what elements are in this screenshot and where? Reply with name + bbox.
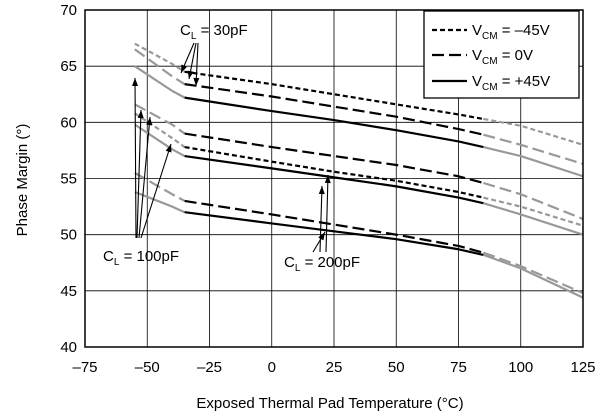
y-tick-label: 65 — [60, 58, 77, 75]
series-line-200pF-dashed-low — [134, 171, 186, 202]
series-line-30pF-solid-mid — [184, 96, 484, 149]
x-tick-label: –25 — [197, 359, 222, 376]
annotation-arrow — [136, 109, 142, 239]
annotation-arrow — [138, 116, 151, 239]
series-line-30pF-dotted-high — [483, 117, 584, 146]
annotation-arrows — [132, 42, 331, 253]
x-tick-label: –75 — [72, 359, 97, 376]
y-tick-label: 40 — [60, 339, 77, 356]
x-tick-label: –50 — [135, 359, 160, 376]
x-tick-label: 50 — [388, 359, 405, 376]
x-tick-label: 100 — [508, 359, 533, 376]
x-tick-labels: –75 –50 –25 0 25 50 75 100 125 — [72, 359, 595, 376]
series-lines — [134, 42, 584, 299]
legend-entry-vcm-plus45: VCM = +45V — [472, 73, 550, 93]
series-line-30pF-solid-low — [134, 65, 186, 99]
series-line-100pF-dashed-high — [483, 181, 584, 220]
x-tick-label: 0 — [268, 359, 276, 376]
y-tick-label: 60 — [60, 114, 77, 131]
series-line-30pF-dashed-high — [483, 133, 584, 165]
series-line-200pF-solid-mid — [184, 211, 484, 256]
series-line-30pF-dotted-mid — [184, 70, 484, 121]
annotation-arrowhead — [165, 144, 172, 153]
series-line-200pF-dashed-mid — [184, 199, 484, 254]
y-tick-labels: 40 45 50 55 60 65 70 — [60, 2, 77, 356]
annotation-arrowhead — [318, 232, 325, 241]
x-axis-title: Exposed Thermal Pad Temperature (°C) — [196, 395, 463, 412]
legend-entry-vcm-0: VCM = 0V — [472, 47, 533, 67]
series-line-30pF-dashed-mid — [184, 83, 484, 136]
series-line-100pF-solid-high — [483, 202, 584, 236]
x-tick-label: 75 — [450, 359, 467, 376]
annotation-cl-200pf: CL = 200pF — [284, 254, 360, 274]
annotation-arrow — [319, 185, 323, 253]
annotation-arrowhead — [146, 117, 153, 126]
y-tick-label: 55 — [60, 171, 77, 188]
series-line-100pF-dotted-mid — [184, 145, 484, 199]
series-line-100pF-solid-mid — [184, 154, 484, 205]
series-line-100pF-dashed-low — [134, 103, 186, 135]
y-tick-label: 70 — [60, 2, 77, 19]
series-line-200pF-solid-high — [483, 253, 584, 299]
annotation-arrow — [134, 77, 137, 239]
series-line-100pF-dotted-high — [483, 196, 584, 227]
plot-frame — [84, 9, 584, 348]
series-line-100pF-dashed-mid — [184, 132, 484, 185]
annotation-arrowhead — [324, 175, 331, 184]
annotation-arrowhead — [318, 186, 325, 195]
y-tick-label: 45 — [60, 283, 77, 300]
annotation-arrowhead — [193, 77, 200, 86]
annotation-arrowhead — [132, 78, 139, 87]
annotation-arrow — [325, 174, 329, 253]
annotation-arrowhead — [187, 70, 194, 79]
y-axis-title: Phase Margin (°) — [14, 124, 31, 237]
series-line-30pF-dotted-low — [134, 42, 186, 73]
annotation-arrowhead — [181, 64, 187, 73]
series-line-100pF-solid-low — [134, 123, 186, 158]
annotation-arrowhead — [137, 110, 144, 119]
x-tick-label: 125 — [570, 359, 595, 376]
series-line-30pF-dashed-low — [134, 48, 186, 86]
series-line-30pF-solid-high — [483, 145, 584, 178]
series-line-100pF-dotted-low — [134, 112, 186, 148]
series-line-200pF-solid-low — [134, 190, 186, 214]
annotation-cl-100pf: CL = 100pF — [103, 248, 179, 268]
legend: VCM = –45V VCM = 0V VCM = +45V — [423, 10, 580, 99]
y-tick-label: 50 — [60, 227, 77, 244]
series-line-200pF-dashed-high — [483, 251, 584, 295]
annotation-arrow — [140, 143, 172, 239]
annotation-cl-30pf: CL = 30pF — [180, 22, 248, 42]
x-tick-label: 25 — [326, 359, 343, 376]
legend-entry-vcm-minus45: VCM = –45V — [472, 22, 550, 42]
